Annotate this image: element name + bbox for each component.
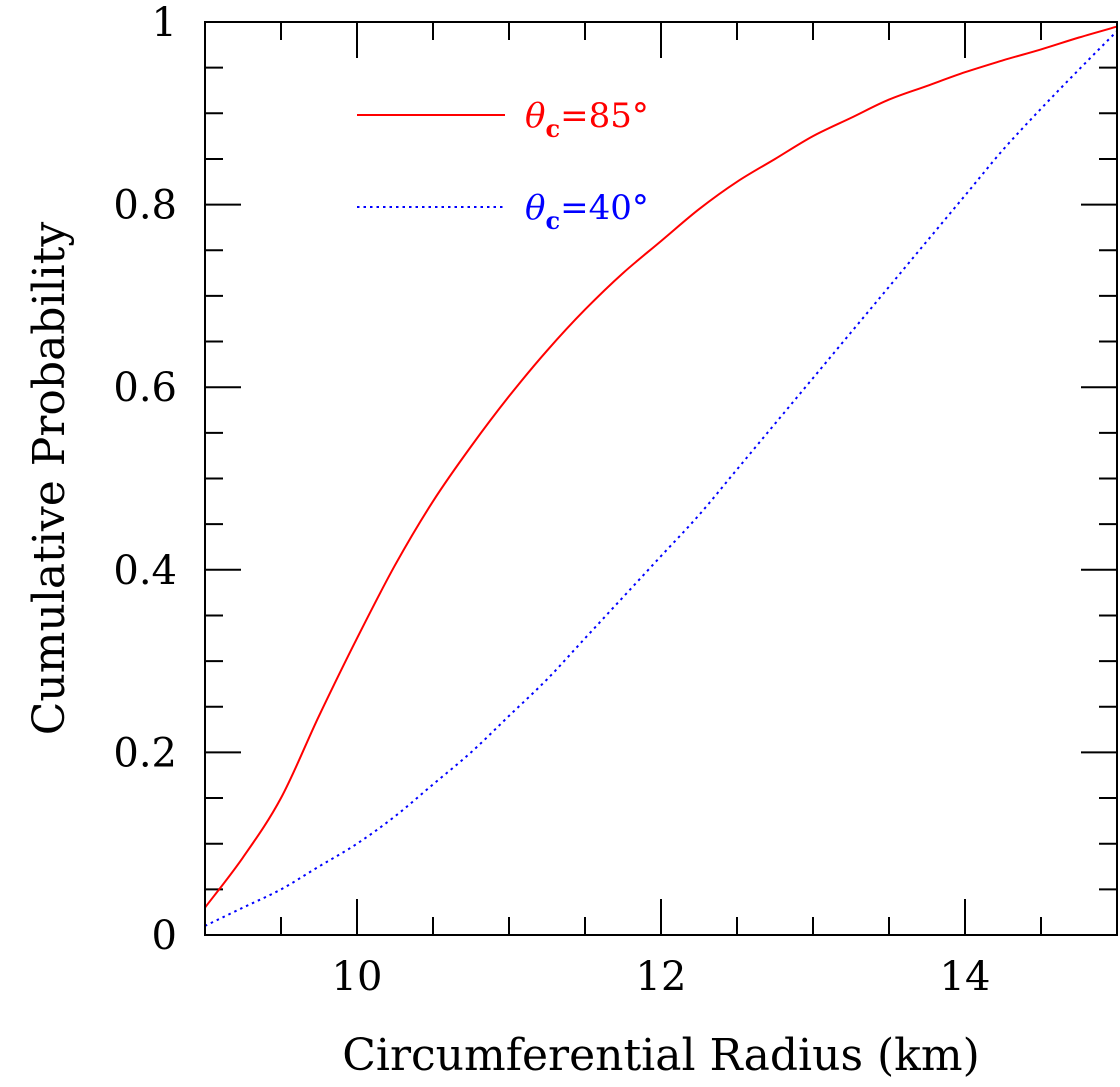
plot-frame (204, 21, 1118, 936)
legend-value: =40° (560, 188, 649, 228)
y-tick-labels: 0 0.2 0.4 0.6 0.8 1 (113, 0, 177, 959)
y-tick-label: 0.2 (113, 730, 177, 776)
series-line-2 (204, 30, 1118, 927)
axis-ticks (204, 21, 1118, 936)
y-tick-label: 0.6 (113, 365, 177, 411)
legend-value: =85° (560, 96, 649, 136)
x-tick-label: 14 (940, 954, 991, 1000)
legend-symbol: θ (525, 96, 545, 136)
legend: θc=85°θc=40° (357, 96, 649, 235)
legend-subscript: c (545, 114, 560, 143)
series-line-1 (204, 25, 1118, 909)
legend-label-1: θc=85° (525, 96, 649, 143)
y-tick-label: 0 (152, 913, 177, 959)
y-axis-label: Cumulative Probability (24, 222, 75, 736)
x-tick-labels: 10 12 14 (332, 954, 991, 1000)
legend-subscript: c (545, 206, 560, 235)
x-tick-label: 12 (636, 954, 687, 1000)
y-tick-label: 1 (152, 0, 177, 46)
series-layer (204, 25, 1118, 927)
y-tick-label: 0.4 (113, 548, 177, 594)
y-tick-label: 0.8 (113, 183, 177, 229)
x-tick-label: 10 (332, 954, 383, 1000)
x-axis-label: Circumferential Radius (km) (342, 1030, 979, 1081)
legend-symbol: θ (525, 188, 545, 228)
legend-label-2: θc=40° (525, 188, 649, 235)
